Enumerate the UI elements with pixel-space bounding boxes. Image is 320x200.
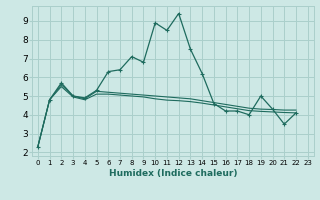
X-axis label: Humidex (Indice chaleur): Humidex (Indice chaleur) [108,169,237,178]
